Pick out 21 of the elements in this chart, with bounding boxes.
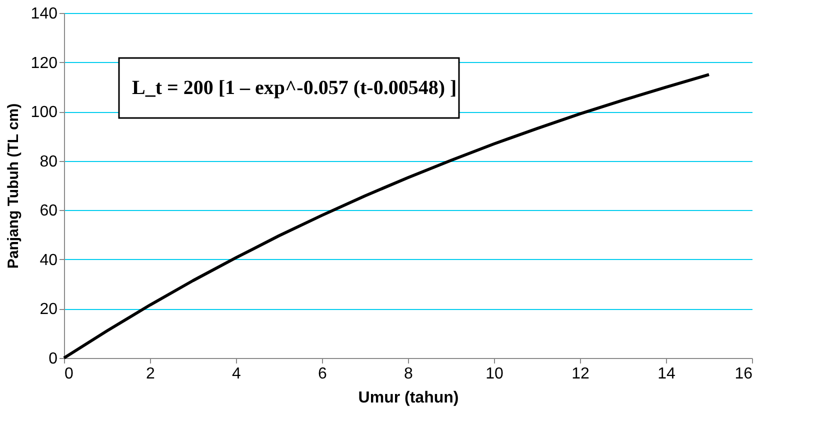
- y-tick-label: 60: [40, 202, 58, 220]
- x-axis-title: Umur (tahun): [358, 390, 459, 406]
- x-tick-label: 8: [404, 366, 414, 382]
- x-tick-label: 16: [734, 366, 753, 382]
- y-tick-label: 20: [40, 301, 58, 318]
- x-tick-label: 2: [146, 366, 156, 382]
- y-tick-label: 100: [30, 104, 58, 122]
- x-tick-label: 4: [232, 366, 242, 382]
- x-tick-label: 14: [658, 366, 676, 382]
- y-tick-label: 140: [30, 6, 58, 22]
- x-tick-label: 6: [318, 366, 328, 382]
- y-tick-label: 80: [40, 153, 58, 170]
- annotation: L_t = 200 [1 – exp^-0.057 (t-0.00548) ]: [132, 77, 457, 99]
- x-tick-label: 12: [572, 366, 590, 382]
- y-tick-label: 120: [30, 54, 58, 72]
- y-tick-label: 0: [48, 350, 58, 368]
- line-series: [62, 73, 710, 360]
- x-tick-label: 10: [486, 366, 504, 382]
- y-axis-title: Panjang Tubuh (TL cm): [4, 103, 22, 269]
- y-tick-label: 40: [40, 252, 58, 269]
- x-tick-label: 0: [64, 366, 74, 382]
